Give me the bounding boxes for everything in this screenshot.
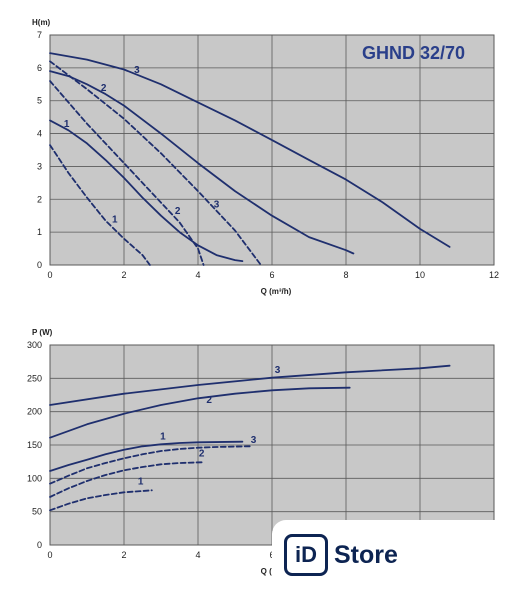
head-x-tick-label: 12 xyxy=(489,270,499,280)
head-series-label: 1 xyxy=(64,119,70,130)
head-x-tick-label: 10 xyxy=(415,270,425,280)
power-series-dashed-2 xyxy=(49,461,203,498)
power-series-dashed-3 xyxy=(49,445,251,485)
power-series-label: 1 xyxy=(160,432,166,443)
logo-text: Store xyxy=(334,540,398,569)
head-series-dashed-3 xyxy=(49,60,262,266)
power-x-tick-label: 2 xyxy=(121,550,126,560)
head-y-axis-label: H(m) xyxy=(32,18,51,27)
head-y-tick-label: 0 xyxy=(37,260,42,270)
head-y-tick-label: 7 xyxy=(37,30,42,40)
head-series-label: 3 xyxy=(214,200,220,211)
power-y-tick-label: 0 xyxy=(37,540,42,550)
logo-badge-icon: iD xyxy=(284,534,328,576)
power-y-tick-label: 200 xyxy=(27,407,42,417)
head-series-label: 2 xyxy=(101,83,107,94)
head-y-tick-label: 3 xyxy=(37,161,42,171)
power-series-label: 3 xyxy=(251,435,257,446)
head-y-tick-label: 2 xyxy=(37,194,42,204)
store-logo: iD Store xyxy=(272,520,524,590)
head-series-dashed-2 xyxy=(49,80,205,266)
head-x-tick-label: 6 xyxy=(269,270,274,280)
power-y-tick-label: 300 xyxy=(27,340,42,350)
head-x-tick-label: 0 xyxy=(47,270,52,280)
head-chart-title: GHND 32/70 xyxy=(362,43,465,63)
power-series-label: 2 xyxy=(199,448,205,459)
head-x-tick-label: 4 xyxy=(195,270,200,280)
head-series-dashed-1 xyxy=(49,144,151,266)
power-series-label: 1 xyxy=(138,476,144,487)
head-series-solid-3 xyxy=(49,52,451,248)
power-series-dashed-1 xyxy=(49,489,153,512)
power-chart: 024681012050100150200250300P (W)Q (m³/h)… xyxy=(27,328,499,576)
head-x-tick-label: 2 xyxy=(121,270,126,280)
head-y-tick-label: 1 xyxy=(37,227,42,237)
head-series-label: 3 xyxy=(134,65,140,76)
power-series-solid-3 xyxy=(49,364,451,406)
head-series-solid-2 xyxy=(49,70,355,255)
power-x-tick-label: 4 xyxy=(195,550,200,560)
head-series-solid-1 xyxy=(49,119,244,262)
power-y-tick-label: 250 xyxy=(27,373,42,383)
head-series-label: 1 xyxy=(112,214,118,225)
power-series-label: 3 xyxy=(275,365,281,376)
power-y-tick-label: 50 xyxy=(32,507,42,517)
head-y-tick-label: 6 xyxy=(37,63,42,73)
power-series-solid-2 xyxy=(49,386,351,439)
power-y-axis-label: P (W) xyxy=(32,328,53,337)
head-x-tick-label: 8 xyxy=(343,270,348,280)
power-y-tick-label: 150 xyxy=(27,440,42,450)
head-series-label: 2 xyxy=(175,206,181,217)
power-x-tick-label: 0 xyxy=(47,550,52,560)
power-series-solid-1 xyxy=(49,440,244,472)
head-y-tick-label: 4 xyxy=(37,129,42,139)
power-y-tick-label: 100 xyxy=(27,473,42,483)
head-y-tick-label: 5 xyxy=(37,96,42,106)
power-series-label: 2 xyxy=(206,395,212,406)
head-x-axis-label: Q (m³/h) xyxy=(261,287,292,296)
